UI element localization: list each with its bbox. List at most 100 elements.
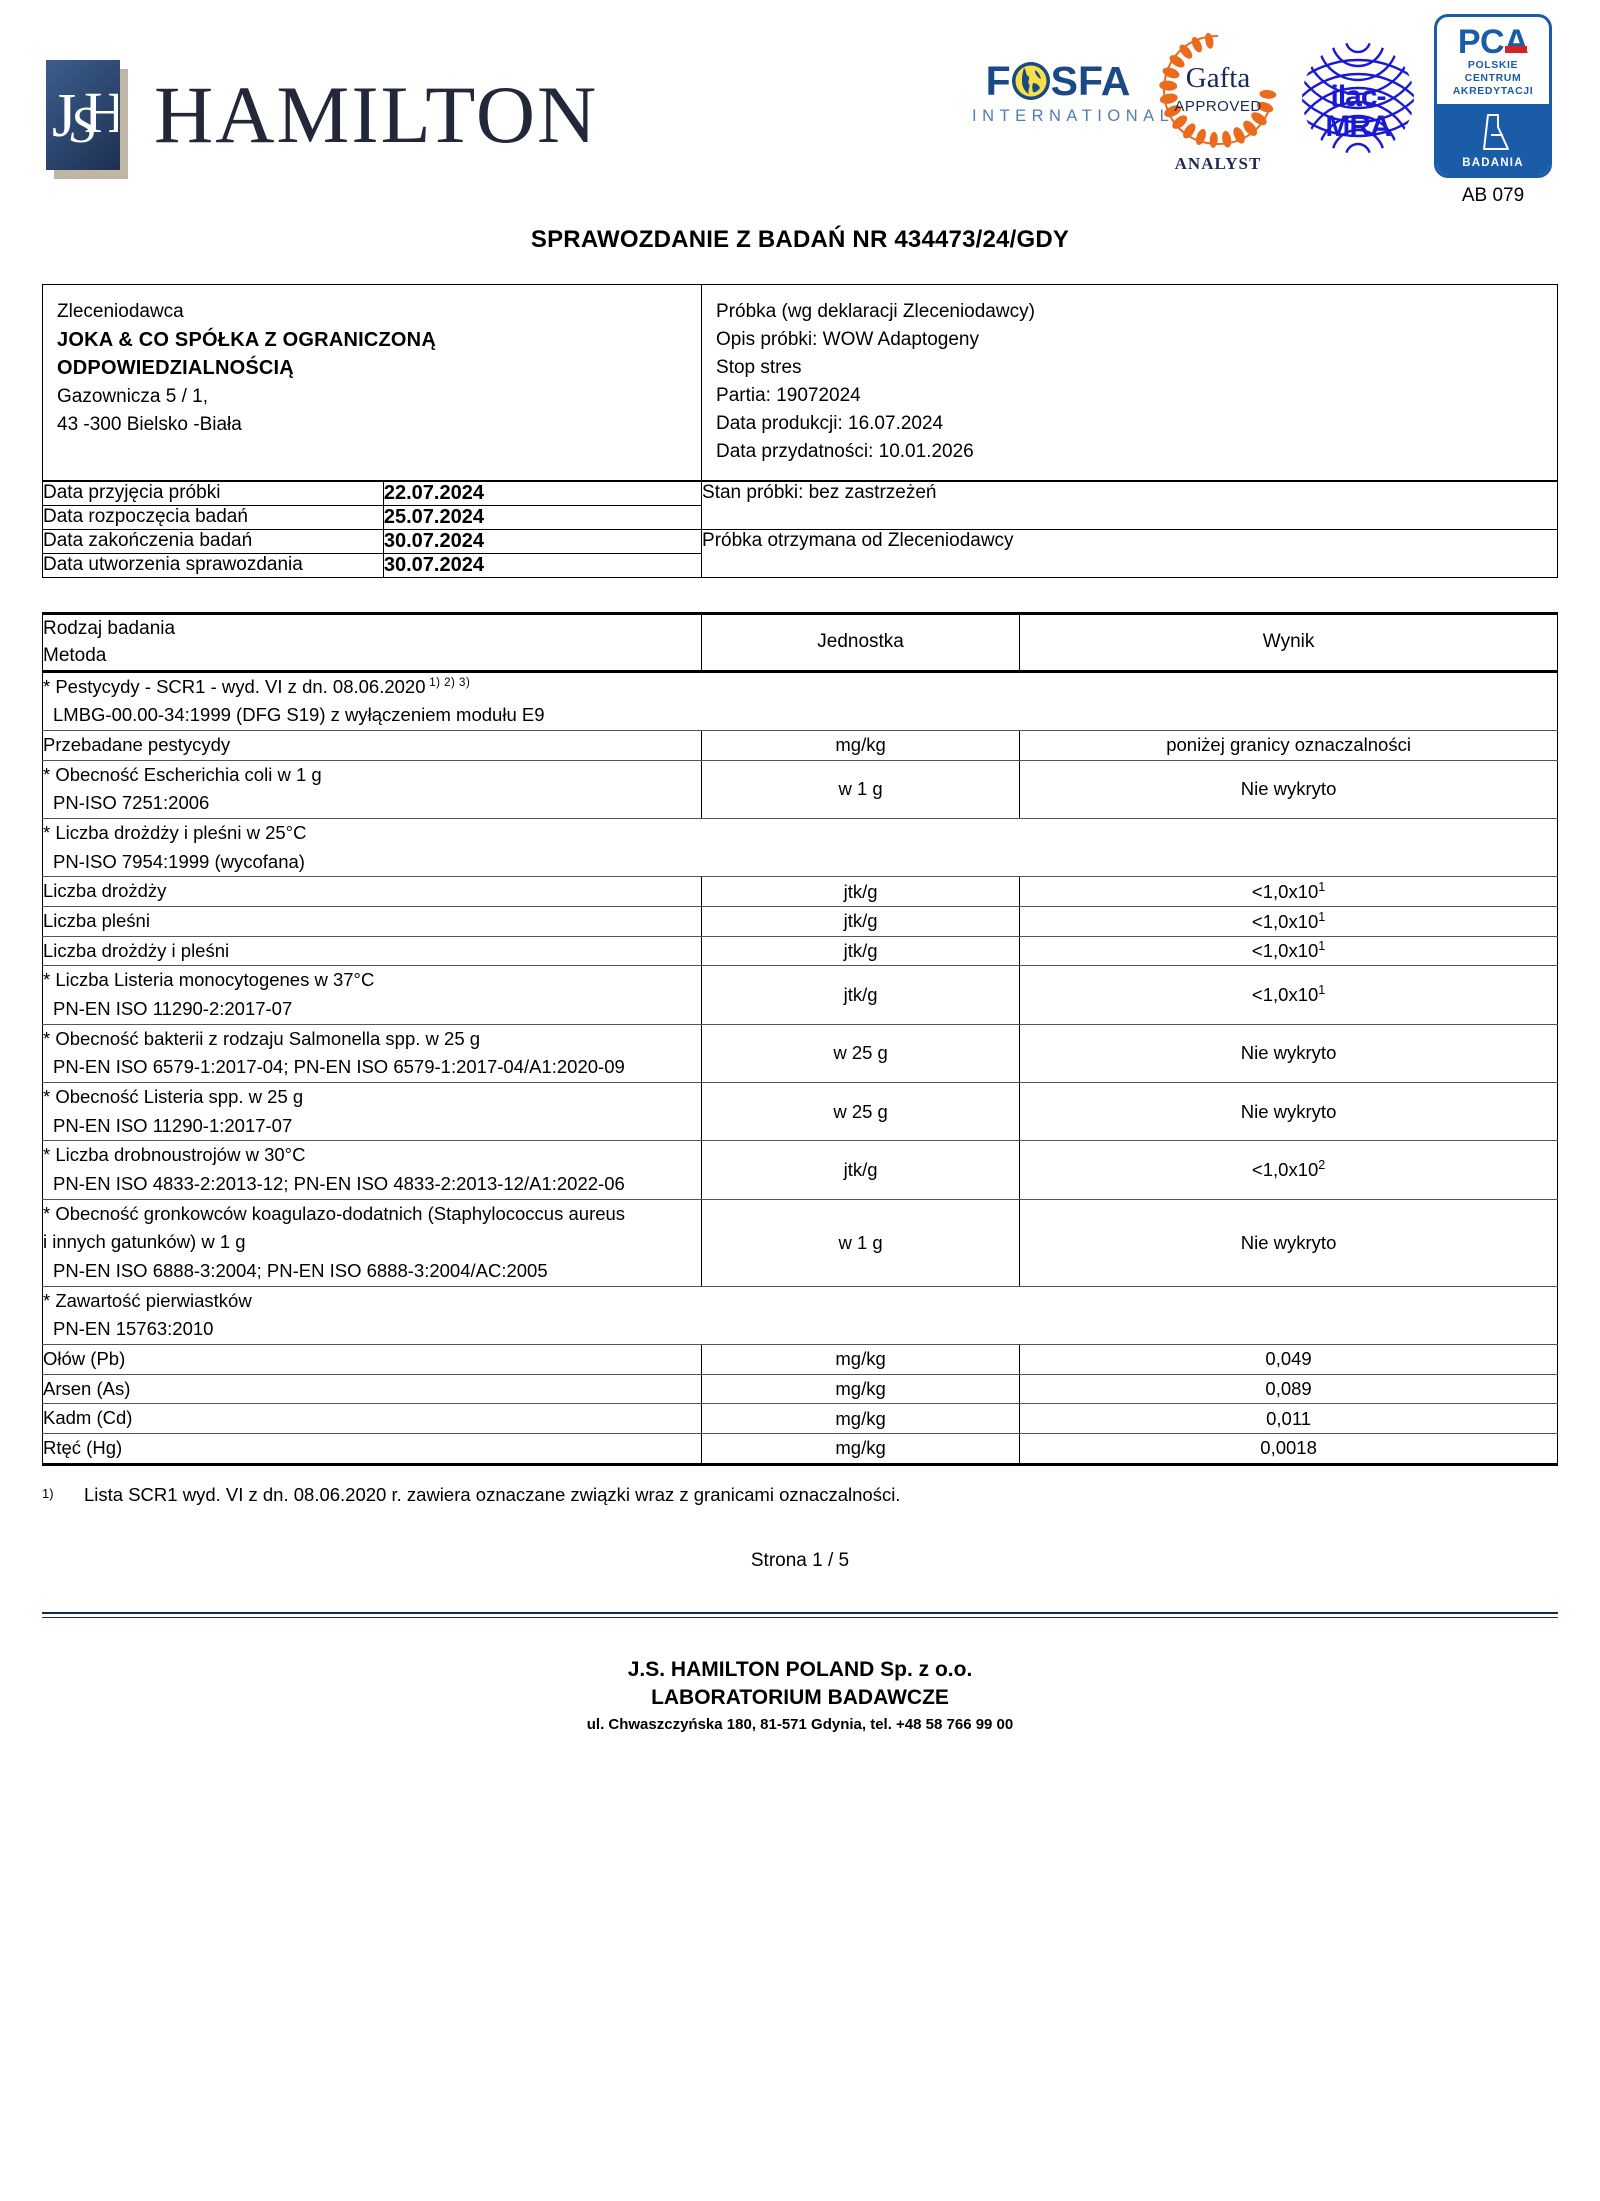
result-exponent: 1	[1318, 983, 1326, 998]
client-cell: Zleceniodawca JOKA & CO SPÓŁKA Z OGRANIC…	[41, 284, 703, 481]
table-row: * Obecność Escherichia coli w 1 g PN-ISO …	[41, 759, 1558, 819]
test-name: Ołów (Pb)	[43, 1348, 126, 1370]
gafta-analyst-label: ANALYST	[1174, 154, 1262, 173]
result-cell: 0,089	[1019, 1373, 1558, 1405]
test-name: * Obecność gronkowców koagulazo-dodatnic…	[43, 1202, 626, 1224]
fosfa-letters-sfa: SFA	[1050, 57, 1131, 104]
document-footer: J.S. HAMILTON POLAND Sp. z o.o. LABORATO…	[42, 1656, 1558, 1734]
table-row-group: * Zawartość pierwiastków PN-EN 15763:2010	[42, 1285, 1558, 1346]
wheat-wreath-icon	[1159, 32, 1277, 148]
table-row: Arsen (As) mg/kg 0,089	[41, 1373, 1558, 1405]
test-name: Rtęć (Hg)	[43, 1437, 123, 1459]
client-street: Gazownicza 5 / 1,	[57, 385, 209, 407]
table-row: Ołów (Pb) mg/kg 0,049	[41, 1344, 1558, 1375]
hamilton-logo: J S H HAMILTON	[46, 60, 598, 179]
footnote-marker: 1)	[42, 1485, 54, 1501]
sample-description: Opis próbki: WOW Adaptogeny	[716, 328, 979, 350]
date-label-0: Data przyjęcia próbki	[42, 480, 384, 506]
svg-text:H: H	[84, 80, 118, 145]
unit-cell: jtk/g	[701, 935, 1021, 967]
test-name: Arsen (As)	[43, 1377, 131, 1399]
table-row: * Liczba drobnoustrojów w 30°C PN-EN ISO …	[41, 1140, 1558, 1200]
test-name: * Liczba drobnoustrojów w 30°C	[43, 1144, 306, 1166]
result-cell: 0,0018	[1019, 1433, 1558, 1465]
sample-heading: Próbka (wg deklaracji Zleceniodawcy)	[716, 301, 1035, 322]
dates-table: Data przyjęcia próbki 22.07.2024 Stan pr…	[42, 480, 1558, 578]
test-name-cont: i innych gatunków) w 1 g	[43, 1231, 246, 1253]
result-exponent: 2	[1318, 1158, 1326, 1173]
result-cell: 0,011	[1019, 1403, 1558, 1435]
pca-subtitle-line2: AKREDYTACJI	[1452, 85, 1534, 98]
accreditation-number: AB 079	[1461, 185, 1525, 207]
globe-icon	[1011, 62, 1050, 100]
unit-cell: mg/kg	[701, 1344, 1021, 1375]
table-row: * Liczba Listeria monocytogenes w 37°C PN…	[41, 965, 1558, 1025]
jsh-monogram-icon: J S H	[46, 60, 128, 179]
sample-production-date: Data produkcji: 16.07.2024	[716, 412, 944, 434]
pca-red-bar-icon	[1505, 46, 1528, 53]
client-sample-table: Zleceniodawca JOKA & CO SPÓŁKA Z OGRANIC…	[41, 284, 1558, 481]
test-method: PN-EN ISO 11290-2:2017-07	[53, 998, 293, 1020]
test-name-cell: Kadm (Cd)	[41, 1403, 703, 1435]
result-cell: <1,0x101	[1019, 906, 1558, 937]
unit-cell: mg/kg	[701, 1403, 1021, 1435]
footer-company: J.S. HAMILTON POLAND Sp. z o.o.	[627, 1657, 973, 1681]
unit-cell: mg/kg	[701, 1433, 1021, 1465]
test-name: * Obecność bakterii z rodzaju Salmonella…	[43, 1027, 481, 1049]
group-heading-line2: LMBG-00.00-34:1999 (DFG S19) z wyłączeni…	[53, 704, 545, 726]
date-label-2: Data zakończenia badań	[42, 528, 384, 554]
document-header: J S H HAMILTON F	[42, 0, 1558, 218]
table-row-group: * Pestycydy - SCR1 - wyd. VI z dn. 08.06…	[42, 670, 1558, 731]
client-heading: Zleceniodawca	[57, 301, 184, 322]
test-name: Liczba pleśni	[43, 910, 150, 931]
unit-cell: w 1 g	[701, 1198, 1021, 1287]
gafta-approved-label: APPROVED	[1174, 98, 1262, 115]
flask-icon	[1483, 114, 1509, 151]
gafta-name: Gafta	[1185, 62, 1251, 94]
test-name-cell: * Obecność Listeria spp. w 25 g PN-EN ISO…	[41, 1082, 703, 1142]
date-label-3: Data utworzenia sprawozdania	[42, 552, 384, 578]
test-method: PN-EN ISO 6888-3:2004; PN-EN ISO 6888-3:…	[53, 1260, 548, 1282]
test-name-cell: * Liczba drobnoustrojów w 30°C PN-EN ISO …	[41, 1140, 703, 1200]
group-heading-line2: PN-EN 15763:2010	[53, 1318, 214, 1340]
svg-text:J: J	[52, 82, 76, 150]
result-cell: Nie wykryto	[1019, 759, 1558, 819]
table-row: Liczba drożdży jtk/g <1,0x101	[41, 876, 1558, 907]
table-row-group: * Liczba drożdży i pleśni w 25°C PN-ISO 7…	[42, 817, 1558, 878]
unit-cell: jtk/g	[701, 876, 1021, 907]
date-value-2: 30.07.2024	[382, 528, 703, 554]
test-name-cell: * Liczba Listeria monocytogenes w 37°C PN…	[41, 965, 703, 1025]
svg-text:S: S	[70, 97, 96, 154]
unit-cell: mg/kg	[701, 1373, 1021, 1405]
test-name: Liczba drożdży i pleśni	[43, 939, 230, 961]
result-cell: Nie wykryto	[1019, 1082, 1558, 1142]
footer-address: ul. Chwaszczyńska 180, 81-571 Gdynia, te…	[586, 1716, 1014, 1734]
pca-logo: PCA POLSKIE CENTRUM AKREDYTACJI	[1428, 14, 1558, 207]
date-value-0: 22.07.2024	[382, 480, 703, 506]
test-name: Przebadane pestycydy	[43, 733, 231, 755]
group-heading-line2: PN-ISO 7954:1999 (wycofana)	[53, 850, 305, 872]
unit-cell: jtk/g	[701, 906, 1021, 937]
page-number: Strona 1 / 5	[750, 1549, 850, 1571]
test-name-cell: * Obecność bakterii z rodzaju Salmonella…	[41, 1023, 703, 1084]
table-row: Przebadane pestycydy mg/kg poniżej granicy…	[41, 729, 1558, 761]
table-row: Rtęć (Hg) mg/kg 0,0018	[41, 1433, 1558, 1465]
date-label-1: Data rozpoczęcia badań	[42, 504, 384, 530]
group-footnote-markers: 1) 2) 3)	[425, 676, 471, 689]
sample-origin-cell: Próbka otrzymana od Zleceniodawcy	[701, 528, 1558, 578]
footnote-text: Lista SCR1 wyd. VI z dn. 08.06.2020 r. z…	[84, 1483, 901, 1505]
test-name: * Liczba Listeria monocytogenes w 37°C	[43, 969, 375, 991]
date-value-1: 25.07.2024	[382, 504, 703, 530]
test-method: PN-EN ISO 4833-2:2013-12; PN-EN ISO 4833…	[53, 1173, 625, 1195]
sample-batch: Partia: 19072024	[716, 384, 861, 406]
result-cell: poniżej granicy oznaczalności	[1019, 729, 1558, 761]
date-value-3: 30.07.2024	[382, 552, 703, 578]
result-cell: Nie wykryto	[1019, 1023, 1558, 1084]
unit-cell: mg/kg	[701, 729, 1021, 761]
result-exponent: 1	[1318, 880, 1326, 895]
group-heading-line1: * Pestycydy - SCR1 - wyd. VI z dn. 08.06…	[43, 675, 471, 697]
test-name: * Obecność Escherichia coli w 1 g	[43, 763, 322, 785]
gafta-logo: Gafta APPROVED ANALYST	[1148, 14, 1288, 174]
sample-state-cell: Stan próbki: bez zastrzeżeń	[701, 480, 1558, 530]
